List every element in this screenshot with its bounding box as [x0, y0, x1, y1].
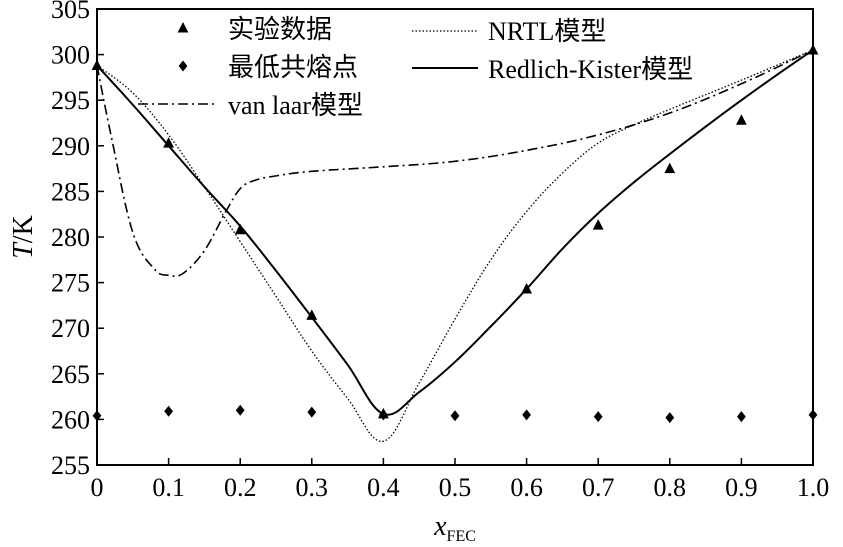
legend-item-rk: Redlich-Kister模型 — [412, 55, 693, 84]
y-tick-label: 305 — [51, 0, 90, 24]
x-axis: 0 0.1 0.2 0.3 0.4 0.5 0.6 0.7 0.8 0.9 1.0 — [91, 458, 830, 502]
data-point-eutectic — [164, 405, 173, 417]
x-tick-label: 0.6 — [510, 473, 543, 502]
legend-label-vanlaar: van laar模型 — [228, 91, 363, 120]
data-point-eutectic — [235, 404, 245, 416]
x-axis-title: xFEC — [433, 511, 476, 545]
legend-label-eutectic: 最低共熔点 — [228, 53, 358, 82]
y-axis-title: T/K — [8, 215, 39, 259]
x-tick-label: 0.9 — [725, 473, 758, 502]
series-line-nrtl — [96, 49, 814, 442]
y-tick-label: 255 — [51, 451, 90, 480]
data-point-experimental — [234, 223, 246, 235]
y-tick-label: 295 — [51, 86, 90, 115]
y-axis-title-unit: /K — [8, 215, 39, 243]
x-tick-label: 0.7 — [582, 473, 615, 502]
legend-item-vanlaar: van laar模型 — [138, 91, 363, 120]
y-tick-label: 270 — [51, 314, 90, 343]
y-tick-label: 265 — [51, 360, 90, 389]
data-point-eutectic — [450, 410, 460, 422]
data-point-experimental — [306, 309, 318, 320]
y-axis-title-italic: T — [8, 241, 39, 259]
legend-label-experimental: 实验数据 — [228, 15, 332, 44]
x-tick-label: 0.5 — [439, 473, 472, 502]
y-tick-label: 275 — [51, 269, 90, 298]
data-point-experimental — [664, 162, 676, 174]
y-tick-label: 260 — [51, 405, 90, 434]
legend-item-nrtl: NRTL模型 — [412, 17, 606, 46]
series-line-vanlaar — [96, 49, 814, 278]
x-tick-label: 0.2 — [224, 473, 257, 502]
x-tick-label: 1.0 — [797, 473, 830, 502]
x-tick-label: 0 — [91, 473, 104, 502]
y-tick-label: 300 — [51, 41, 90, 70]
data-point-experimental — [736, 114, 747, 125]
x-tick-label: 0.3 — [296, 473, 329, 502]
legend-label-rk: Redlich-Kister模型 — [488, 55, 693, 84]
data-point-eutectic — [307, 406, 317, 418]
legend-triangle-marker — [177, 22, 189, 33]
series-line-rk — [96, 49, 814, 416]
data-point-eutectic — [522, 409, 531, 421]
x-axis-title-main: x — [433, 511, 447, 542]
data-point-eutectic — [737, 411, 746, 423]
x-tick-label: 0.1 — [152, 473, 185, 502]
y-axis: 255 260 265 270 275 280 285 290 295 300 305 — [51, 0, 104, 480]
legend-item-experimental: 实验数据 — [177, 15, 332, 44]
legend-diamond-marker — [178, 60, 188, 72]
data-point-eutectic — [593, 411, 603, 423]
y-tick-label: 280 — [51, 223, 90, 252]
data-point-eutectic — [665, 412, 675, 424]
y-tick-label: 285 — [51, 177, 90, 206]
x-axis-title-subscript: FEC — [447, 528, 476, 545]
legend-item-eutectic: 最低共熔点 — [178, 53, 358, 82]
y-tick-label: 290 — [51, 132, 90, 161]
legend: 实验数据 最低共熔点 van laar模型 NRTL模型 Redlich-Kis… — [138, 15, 693, 120]
legend-label-nrtl: NRTL模型 — [488, 17, 606, 46]
plot-frame — [96, 8, 814, 466]
data-point-experimental — [592, 219, 604, 230]
data-point-experimental — [163, 137, 174, 148]
data-point-eutectic — [379, 409, 388, 421]
data-point-experimental — [521, 282, 532, 294]
x-tick-label: 0.4 — [367, 473, 400, 502]
x-tick-label: 0.8 — [654, 473, 687, 502]
